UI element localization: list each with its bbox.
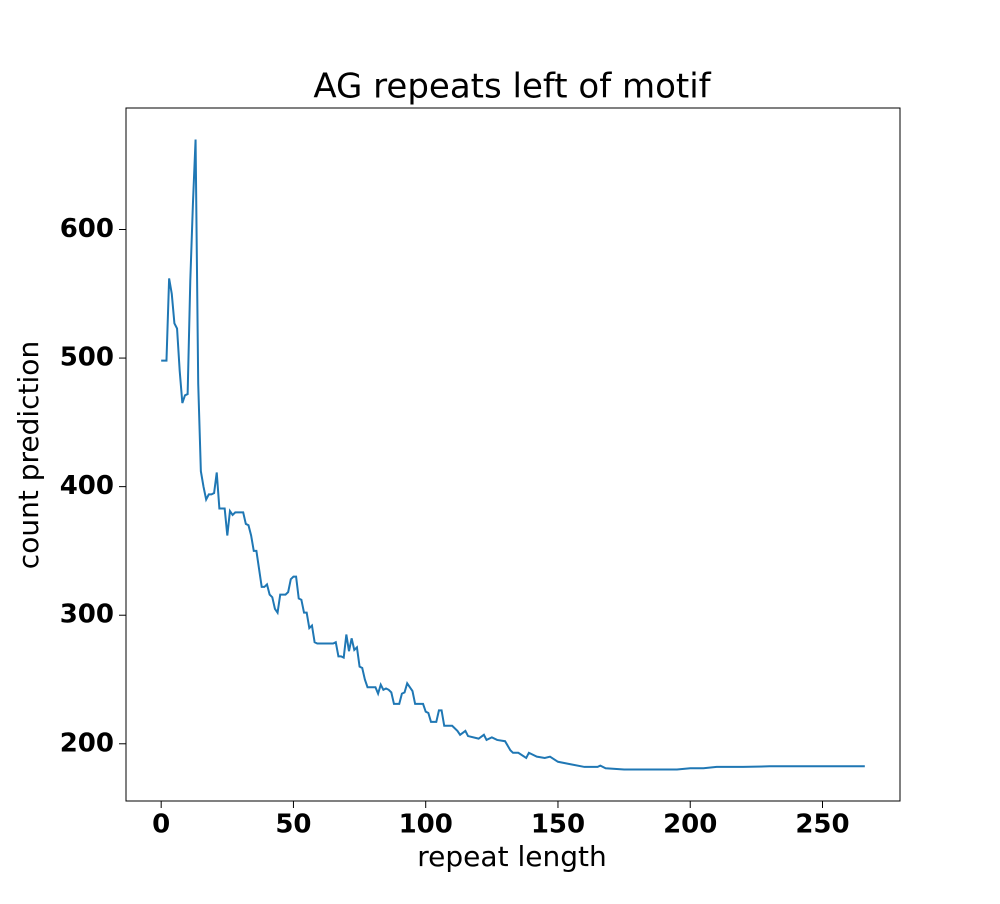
y-tick-label: 300 xyxy=(60,600,114,630)
x-tick-label: 200 xyxy=(663,810,717,840)
y-axis-label: count prediction xyxy=(12,341,45,569)
line-series xyxy=(161,139,865,771)
y-tick-label: 400 xyxy=(60,471,114,501)
x-tick-label: 100 xyxy=(399,810,453,840)
chart-title: AG repeats left of motif xyxy=(313,67,711,107)
x-tick-label: 0 xyxy=(152,810,170,840)
y-tick-label: 500 xyxy=(60,343,114,373)
x-axis-label: repeat length xyxy=(417,840,606,873)
y-tick-label: 200 xyxy=(60,728,114,758)
plot-frame xyxy=(125,107,901,802)
y-tick-label: 600 xyxy=(60,214,114,244)
x-tick-label: 50 xyxy=(275,810,311,840)
x-tick-label: 250 xyxy=(795,810,849,840)
x-tick-label: 150 xyxy=(531,810,585,840)
